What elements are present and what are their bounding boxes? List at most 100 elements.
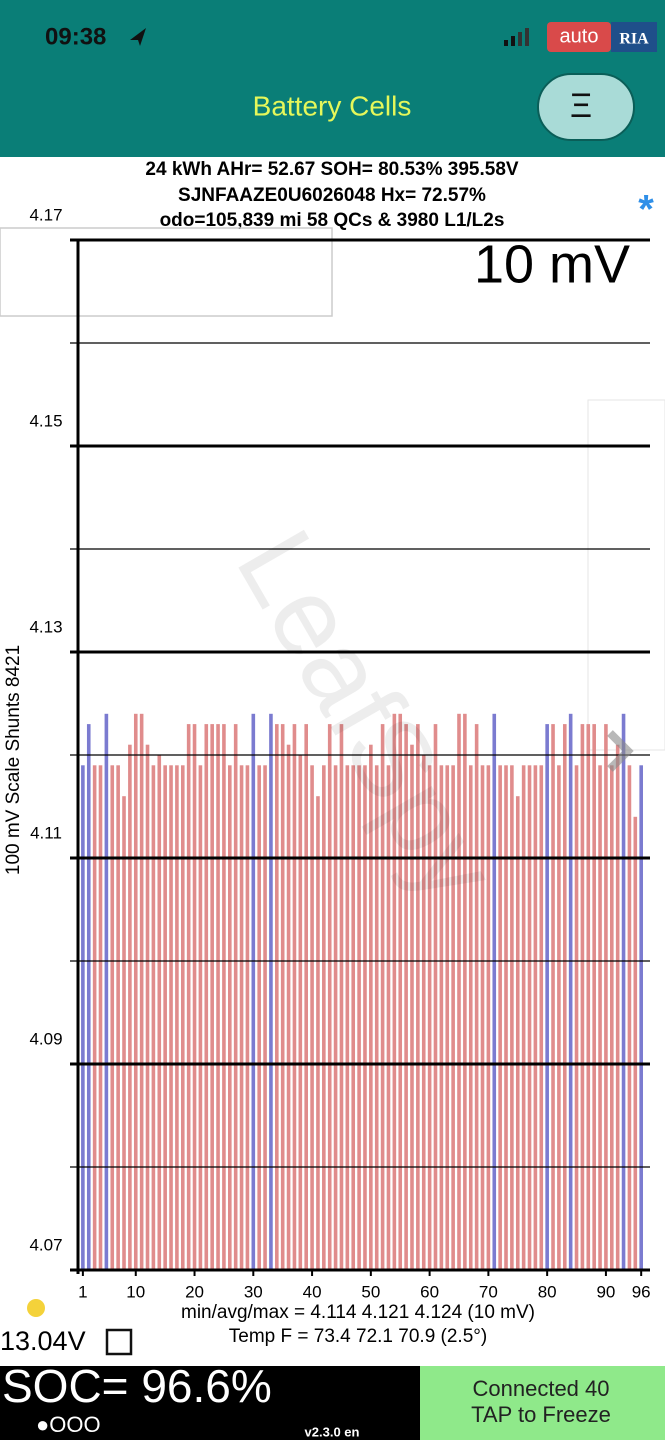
bar [139,713,144,1270]
bar [251,713,256,1270]
bar [327,724,332,1270]
connection-status[interactable]: Connected 40 [473,1376,610,1401]
bar [392,713,397,1270]
bar [410,744,414,1270]
badge-right: RIA [619,31,649,48]
bar [245,765,250,1270]
y-tick-label: 4.17 [29,205,62,224]
version: v2.3.0 en [305,1424,360,1439]
bar [204,724,209,1270]
bar [345,765,350,1270]
next-arrow[interactable] [607,730,634,772]
bar [598,765,602,1270]
y-axis-label: 100 mV Scale Shunts 8421 [3,645,24,875]
bar [451,765,455,1270]
x-tick-label: 10 [126,1282,145,1301]
bar [269,713,273,1270]
bar [580,724,585,1270]
x-tick-label: 50 [361,1282,380,1301]
bar [257,765,261,1270]
bar [468,765,473,1270]
bar [228,765,232,1270]
bar [433,724,438,1270]
bar [533,765,538,1270]
x-tick-label: 70 [479,1282,498,1301]
bar [298,755,303,1270]
bar [222,724,226,1270]
bar [521,765,526,1270]
bar [198,765,203,1270]
y-tick-label: 4.15 [29,411,62,430]
bar [492,713,497,1270]
bar [180,765,185,1270]
bar [404,724,408,1270]
freeze-button[interactable] [420,1366,665,1440]
bar [374,765,379,1270]
bar [210,724,214,1270]
bar [386,765,391,1270]
bar [351,765,356,1270]
location-icon [130,28,146,46]
bar [304,724,308,1270]
bar [116,765,120,1270]
page-dots[interactable]: ●OOO [36,1412,101,1437]
bar [275,724,279,1270]
menu-icon[interactable]: Ξ [570,87,592,125]
bar [145,744,150,1270]
x-tick-label: 20 [185,1282,204,1301]
x-tick-label: 1 [78,1282,87,1301]
bar [439,765,444,1270]
info-line: odo=105,839 mi 58 QCs & 3980 L1/L2s [160,210,505,231]
badge-left: auto [560,25,599,47]
bar [216,724,220,1270]
bar [510,765,514,1270]
bar [192,724,197,1270]
bar [398,713,403,1270]
bar [357,765,361,1270]
menu-button[interactable] [537,73,635,141]
bar [427,765,432,1270]
bar [615,744,620,1270]
bar [416,724,420,1270]
bar [133,713,138,1270]
badge-left-bg [547,22,611,52]
bar [122,796,126,1270]
bar [310,765,314,1270]
bar [504,765,508,1270]
bar [98,765,103,1270]
asterisk[interactable]: * [638,188,654,232]
bar [539,765,544,1270]
bar [527,765,532,1270]
bar [463,713,467,1270]
x-tick-label: 96 [632,1282,651,1301]
bar [610,765,614,1270]
stats-line: min/avg/max = 4.114 4.121 4.124 (10 mV) [181,1302,535,1323]
bar [322,765,326,1270]
bar [263,765,267,1270]
x-tick-label: 40 [303,1282,322,1301]
bar [574,765,579,1270]
bar [239,765,244,1270]
bar [515,796,520,1270]
freeze-label[interactable]: TAP to Freeze [471,1402,611,1427]
bar [339,724,344,1270]
x-tick-label: 90 [596,1282,615,1301]
bar [333,765,338,1270]
info-line: SJNFAAZE0U6026048 Hx= 72.57% [178,185,486,206]
info-line: 24 kWh AHr= 52.67 SOH= 80.53% 395.58V [145,159,519,180]
x-tick-label: 60 [420,1282,439,1301]
aux-voltage: 13.04V [0,1326,86,1356]
bar [633,816,638,1270]
y-tick-label: 4.09 [29,1029,62,1048]
bar [545,724,549,1270]
y-tick-label: 4.13 [29,617,62,636]
bar [163,765,167,1270]
bar [363,765,367,1270]
status-time: 09:38 [45,23,106,50]
bar [81,765,85,1270]
bar [621,713,626,1270]
calendar-icon[interactable] [105,1328,133,1356]
y-tick-label: 4.07 [29,1235,62,1254]
bar [280,724,285,1270]
bulb-icon[interactable] [27,1299,45,1317]
